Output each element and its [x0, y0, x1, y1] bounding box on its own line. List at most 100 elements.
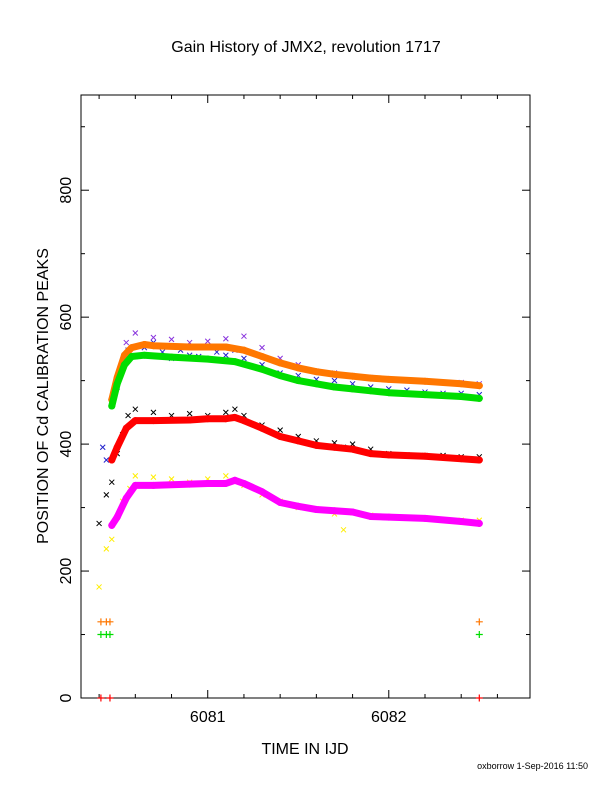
data-point: [149, 481, 157, 489]
data-point: [240, 346, 248, 354]
data-point: [312, 441, 320, 449]
data-point: [222, 472, 229, 479]
data-point: [204, 338, 211, 345]
data-point: [475, 631, 483, 639]
data-point: [140, 340, 148, 348]
data-point: [276, 359, 284, 367]
data-point: [367, 374, 375, 382]
data-point: [132, 406, 139, 413]
data-point: [108, 402, 116, 410]
y-tick-label: 0: [58, 693, 75, 702]
data-point: [106, 694, 114, 702]
data-point: [231, 358, 239, 366]
data-point: [349, 385, 357, 393]
data-point: [128, 344, 136, 352]
data-point: [331, 377, 338, 384]
data-point: [150, 334, 157, 341]
data-point: [149, 342, 157, 350]
data-point: [385, 513, 393, 521]
data-point: [222, 343, 230, 351]
data-point: [186, 343, 194, 351]
y-axis-label: POSITION OF Cd CALIBRATION PEAKS: [35, 248, 52, 544]
data-point: [132, 330, 139, 336]
data-point: [113, 380, 121, 388]
data-point: [294, 377, 302, 385]
data-point: [168, 476, 175, 482]
data-point: [259, 344, 265, 351]
series-2: [108, 340, 483, 404]
data-point: [222, 479, 230, 487]
data-point: [168, 336, 175, 343]
x-tick-label: 6082: [371, 709, 407, 726]
data-point: [258, 424, 266, 432]
data-point: [168, 353, 176, 361]
data-point: [131, 481, 139, 489]
data-point: [276, 432, 284, 440]
data-point: [457, 393, 465, 400]
series-10: [97, 694, 483, 702]
data-point: [294, 437, 302, 445]
data-point: [475, 519, 483, 527]
data-point: [120, 361, 128, 369]
data-point: [231, 476, 239, 484]
credit-stamp: oxborrow 1-Sep-2016 11:50: [477, 761, 588, 771]
y-tick-label: 600: [58, 304, 75, 331]
data-point: [204, 355, 212, 363]
data-point: [276, 372, 284, 380]
data-point: [123, 339, 130, 346]
data-point: [457, 518, 465, 526]
data-point: [457, 455, 465, 463]
series-8: [97, 618, 483, 626]
data-point: [385, 389, 393, 397]
series-6: [96, 472, 483, 590]
y-tick-label: 200: [58, 558, 75, 585]
data-point: [132, 472, 139, 479]
data-point: [108, 536, 115, 543]
data-point: [97, 694, 105, 702]
plot-frame: [80, 94, 531, 699]
data-point: [128, 353, 136, 361]
data-point: [312, 368, 320, 376]
data-point: [113, 443, 121, 451]
data-point: [186, 480, 194, 488]
data-marks: [96, 330, 483, 702]
data-point: [385, 451, 393, 459]
data-point: [96, 584, 102, 590]
data-point: [103, 492, 110, 498]
data-point: [294, 502, 302, 510]
data-point: [108, 521, 116, 529]
data-point: [232, 406, 238, 413]
data-point: [204, 415, 212, 423]
data-point: [122, 424, 130, 432]
data-point: [120, 351, 128, 359]
data-point: [231, 413, 239, 421]
data-point: [421, 452, 429, 460]
data-point: [222, 409, 229, 416]
data-point: [475, 456, 483, 464]
series-9: [97, 631, 483, 639]
data-point: [222, 352, 229, 359]
data-point: [222, 415, 230, 423]
data-point: [103, 457, 110, 463]
data-point: [475, 618, 483, 626]
data-point: [330, 443, 338, 451]
y-tick-label: 400: [58, 431, 75, 458]
series-4: [96, 406, 483, 527]
data-point: [349, 508, 357, 516]
data-point: [294, 364, 302, 372]
data-point: [421, 391, 429, 399]
data-point: [241, 333, 247, 340]
data-point: [457, 380, 465, 388]
data-point: [240, 479, 248, 487]
data-point: [475, 382, 483, 390]
data-point: [276, 499, 284, 507]
data-point: [204, 479, 212, 487]
data-point: [258, 353, 266, 361]
data-point: [108, 456, 116, 464]
data-point: [349, 372, 357, 380]
data-point: [475, 694, 483, 702]
data-point: [385, 375, 393, 383]
data-point: [106, 618, 114, 626]
data-point: [367, 387, 375, 395]
